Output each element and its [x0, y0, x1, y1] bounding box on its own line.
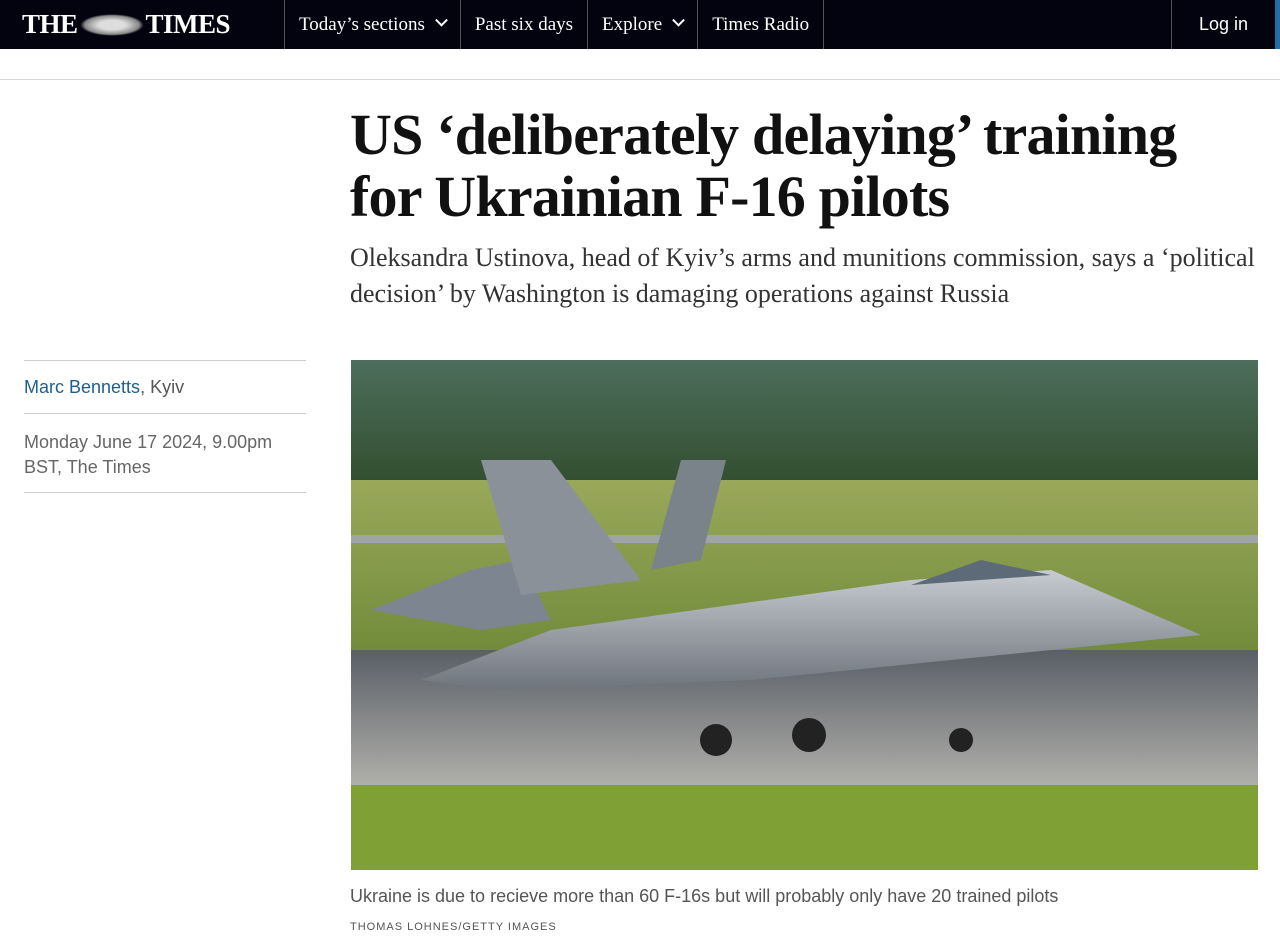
byline-location: , Kyiv: [140, 377, 185, 397]
crest-icon: [79, 13, 144, 36]
chevron-down-icon: [434, 13, 448, 27]
author-link[interactable]: Marc Bennetts: [24, 377, 141, 397]
nav-label: Times Radio: [712, 13, 810, 35]
standfirst: Oleksandra Ustinova, head of Kyiv’s arms…: [350, 243, 1255, 308]
publish-date: Monday June 17 2024, 9.00pm BST, The Tim…: [24, 413, 306, 493]
headline: US ‘deliberately delaying’ training for …: [350, 102, 1177, 229]
nav-label: Explore: [602, 13, 663, 35]
top-nav: THE TIMES Today’s sections Past six days …: [0, 0, 1280, 49]
image-credit: Thomas Lohnes/Getty Images: [350, 921, 557, 933]
nav-label: Today’s sections: [299, 13, 425, 35]
nav-todays-sections[interactable]: Today’s sections: [284, 0, 460, 49]
nav-label: Past six days: [474, 13, 574, 35]
nav-explore[interactable]: Explore: [587, 0, 697, 49]
scroll-indicator: [1275, 0, 1280, 49]
article-image: [351, 360, 1258, 870]
login-button[interactable]: Log in: [1171, 0, 1275, 49]
image-caption: Ukraine is due to recieve more than 60 F…: [350, 886, 1059, 906]
times-logo[interactable]: THE TIMES: [22, 9, 231, 39]
byline: Marc Bennetts, Kyiv: [24, 360, 306, 414]
nav-past-six-days[interactable]: Past six days: [459, 0, 587, 49]
nav-spacer: [823, 0, 1171, 49]
divider: [0, 79, 1280, 80]
chevron-down-icon: [672, 13, 686, 27]
nav-times-radio[interactable]: Times Radio: [697, 0, 823, 49]
